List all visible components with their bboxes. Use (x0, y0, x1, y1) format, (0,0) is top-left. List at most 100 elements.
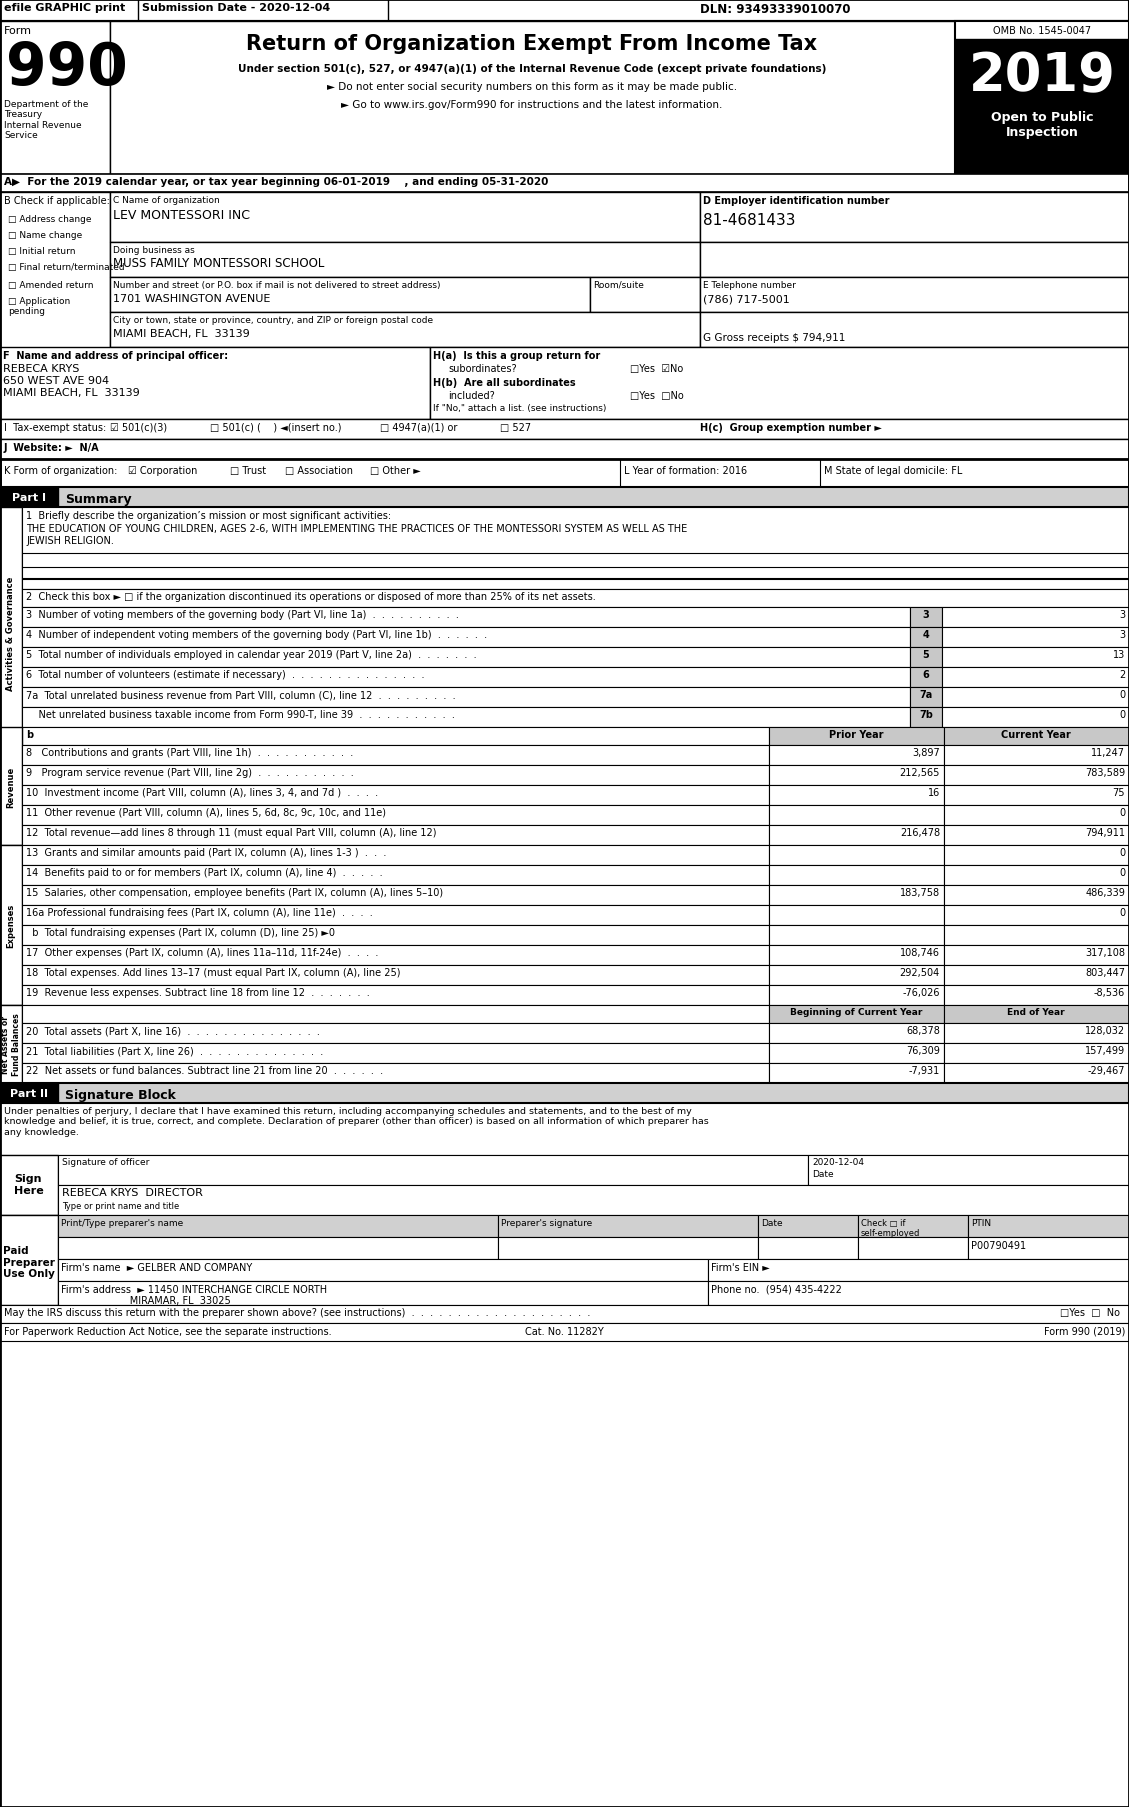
Bar (769, 826, 944, 846)
Text: B Check if applicable:: B Check if applicable: (5, 195, 110, 206)
Text: M State of legal domicile: FL: M State of legal domicile: FL (824, 466, 962, 475)
Text: J  Website: ►  N/A: J Website: ► N/A (5, 443, 99, 454)
Bar (942, 647, 1129, 667)
Text: Firm's name  ► GELBER AND COMPANY: Firm's name ► GELBER AND COMPANY (61, 1263, 252, 1272)
Bar (21, 985, 769, 1005)
Bar (0, 0, 1129, 22)
Bar (0, 1104, 1129, 1155)
Bar (21, 806, 769, 826)
Text: 783,589: 783,589 (1085, 768, 1124, 777)
Text: ► Go to www.irs.gov/Form990 for instructions and the latest information.: ► Go to www.irs.gov/Form990 for instruct… (341, 99, 723, 110)
Bar (0, 846, 21, 1005)
Text: -8,536: -8,536 (1094, 987, 1124, 997)
Bar (700, 193, 1129, 242)
Text: 4  Number of independent voting members of the governing body (Part VI, line 1b): 4 Number of independent voting members o… (26, 629, 487, 640)
Bar (769, 925, 944, 945)
Text: Firm's address  ► 11450 INTERCHANGE CIRCLE NORTH: Firm's address ► 11450 INTERCHANGE CIRCL… (61, 1285, 327, 1294)
Bar (769, 1005, 944, 1023)
Text: 81-4681433: 81-4681433 (703, 213, 796, 228)
Text: 21  Total liabilities (Part X, line 26)  .  .  .  .  .  .  .  .  .  .  .  .  .  : 21 Total liabilities (Part X, line 26) .… (26, 1046, 323, 1055)
Text: 3,897: 3,897 (912, 748, 940, 757)
Bar (110, 193, 700, 242)
Text: 7b: 7b (919, 710, 933, 719)
Bar (942, 607, 1129, 627)
Bar (21, 508, 1129, 589)
Text: 13  Grants and similar amounts paid (Part IX, column (A), lines 1-3 )  .  .  .: 13 Grants and similar amounts paid (Part… (26, 847, 386, 858)
Text: H(b)  Are all subordinates: H(b) Are all subordinates (434, 378, 576, 389)
Text: subordinates?: subordinates? (448, 363, 517, 374)
Text: MIRAMAR, FL  33025: MIRAMAR, FL 33025 (61, 1296, 230, 1305)
Text: 183,758: 183,758 (900, 887, 940, 898)
Text: 19  Revenue less expenses. Subtract line 18 from line 12  .  .  .  .  .  .  .: 19 Revenue less expenses. Subtract line … (26, 987, 370, 997)
Text: Activities & Governance: Activities & Governance (7, 576, 16, 690)
Text: REBECA KRYS  DIRECTOR: REBECA KRYS DIRECTOR (62, 1187, 203, 1198)
Text: 0: 0 (1119, 847, 1124, 858)
Text: P00790491: P00790491 (971, 1240, 1026, 1250)
Text: Expenses: Expenses (7, 904, 16, 947)
Bar (0, 1084, 58, 1104)
Bar (758, 1216, 858, 1238)
Bar (942, 688, 1129, 708)
Bar (700, 242, 1129, 278)
Text: G Gross receipts $ 794,911: G Gross receipts $ 794,911 (703, 332, 846, 343)
Text: □Yes  □No: □Yes □No (630, 390, 684, 401)
Text: End of Year: End of Year (1007, 1008, 1065, 1016)
Bar (21, 728, 769, 746)
Text: 3: 3 (922, 609, 929, 620)
Text: Date: Date (761, 1218, 782, 1227)
Bar (769, 965, 944, 985)
Text: 75: 75 (1112, 788, 1124, 797)
Bar (955, 22, 1129, 175)
Bar (944, 766, 1129, 786)
Bar (769, 746, 944, 766)
Bar (21, 746, 769, 766)
Bar (769, 846, 944, 866)
Text: Prior Year: Prior Year (829, 730, 883, 739)
Text: Phone no.  (954) 435-4222: Phone no. (954) 435-4222 (711, 1285, 842, 1294)
Bar (769, 985, 944, 1005)
Bar (21, 965, 769, 985)
Text: 9   Program service revenue (Part VIII, line 2g)  .  .  .  .  .  .  .  .  .  .  : 9 Program service revenue (Part VIII, li… (26, 768, 353, 777)
Text: Type or print name and title: Type or print name and title (62, 1202, 180, 1211)
Text: ☑ 501(c)(3): ☑ 501(c)(3) (110, 423, 167, 432)
Bar (910, 627, 942, 647)
Bar (21, 1063, 769, 1084)
Text: 128,032: 128,032 (1085, 1025, 1124, 1035)
Text: Preparer's signature: Preparer's signature (501, 1218, 593, 1227)
Bar (769, 1043, 944, 1063)
Bar (955, 40, 1129, 105)
Bar (700, 278, 1129, 313)
Text: -29,467: -29,467 (1087, 1066, 1124, 1075)
Bar (21, 885, 769, 905)
Bar (942, 667, 1129, 688)
Bar (21, 905, 769, 925)
Text: DLN: 93493339010070: DLN: 93493339010070 (700, 4, 850, 16)
Text: F  Name and address of principal officer:: F Name and address of principal officer: (3, 351, 228, 361)
Text: □ Name change: □ Name change (8, 231, 82, 240)
Text: 2  Check this box ► □ if the organization discontinued its operations or dispose: 2 Check this box ► □ if the organization… (26, 591, 596, 602)
Text: 5: 5 (922, 651, 929, 660)
Text: b  Total fundraising expenses (Part IX, column (D), line 25) ►0: b Total fundraising expenses (Part IX, c… (26, 927, 335, 938)
Bar (0, 488, 1129, 508)
Text: H(c)  Group exemption number ►: H(c) Group exemption number ► (700, 423, 882, 432)
Text: 2020-12-04: 2020-12-04 (812, 1156, 864, 1166)
Bar (708, 1281, 1129, 1305)
Text: A▶  For the 2019 calendar year, or tax year beginning 06-01-2019    , and ending: A▶ For the 2019 calendar year, or tax ye… (5, 177, 549, 186)
Bar (21, 846, 769, 866)
Bar (58, 1216, 498, 1238)
Bar (769, 786, 944, 806)
Bar (0, 1084, 1129, 1104)
Bar (944, 905, 1129, 925)
Text: Room/suite: Room/suite (593, 280, 644, 289)
Text: □ Association: □ Association (285, 466, 353, 475)
Bar (858, 1216, 968, 1238)
Text: 0: 0 (1119, 690, 1124, 699)
Text: □ Address change: □ Address change (8, 215, 91, 224)
Bar (944, 945, 1129, 965)
Text: MIAMI BEACH, FL  33139: MIAMI BEACH, FL 33139 (113, 329, 250, 340)
Bar (758, 1238, 858, 1259)
Text: Beginning of Current Year: Beginning of Current Year (790, 1008, 922, 1016)
Bar (498, 1238, 758, 1259)
Bar (498, 1216, 758, 1238)
Bar (769, 866, 944, 885)
